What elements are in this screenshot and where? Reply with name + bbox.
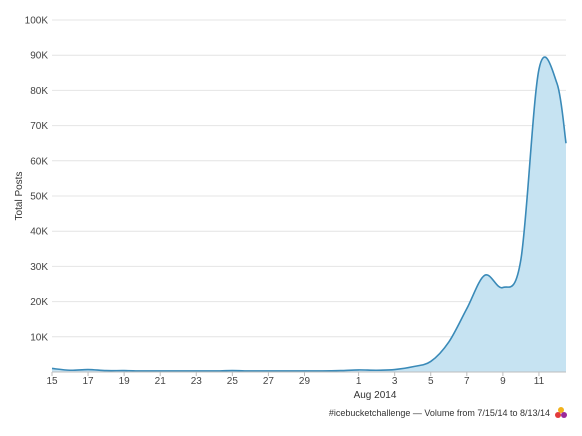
series-line: [51, 56, 567, 372]
series-area-fill: [52, 57, 566, 373]
y-tick-label: 30K: [30, 262, 48, 273]
chart-footer: #icebucketchallenge — Volume from 7/15/1…: [329, 406, 568, 420]
x-axis: 15 17 19 21 23 25 27 29 1 3 5 7 9 11: [46, 372, 545, 387]
y-tick-label: 10K: [30, 332, 48, 343]
brand-logo-icon: [555, 407, 567, 418]
y-tick-label: 50K: [30, 192, 48, 203]
x-tick-label: 11: [534, 376, 545, 387]
x-axis-title: Aug 2014: [354, 390, 397, 401]
y-tick-label: 20K: [30, 297, 48, 308]
footer-caption: #icebucketchallenge — Volume from 7/15/1…: [328, 408, 550, 418]
x-tick-label: 29: [299, 376, 311, 387]
y-tick-label: 70K: [30, 121, 48, 132]
x-tick-label: 19: [119, 376, 131, 387]
y-tick-label: 100K: [25, 16, 49, 27]
x-tick-label: 27: [263, 376, 275, 387]
x-tick-label: 5: [428, 376, 434, 387]
y-tick-label: 60K: [30, 156, 48, 167]
y-tick-label: 40K: [30, 227, 48, 238]
y-axis: 100K 90K 80K 70K 60K 50K 40K 30K 20K 10K: [25, 16, 49, 344]
x-tick-label: 17: [83, 376, 95, 387]
x-tick-label: 25: [227, 376, 239, 387]
x-tick-label: 23: [191, 376, 203, 387]
x-tick-label: 15: [46, 376, 58, 387]
y-tick-label: 80K: [30, 86, 48, 97]
x-tick-label: 7: [464, 376, 470, 387]
x-tick-label: 21: [155, 376, 167, 387]
y-tick-label: 90K: [30, 51, 48, 62]
x-tick-label: 1: [356, 376, 362, 387]
x-tick-label: 3: [392, 376, 398, 387]
y-axis-title: Total Posts: [14, 172, 25, 221]
x-tick-label: 9: [500, 376, 506, 387]
